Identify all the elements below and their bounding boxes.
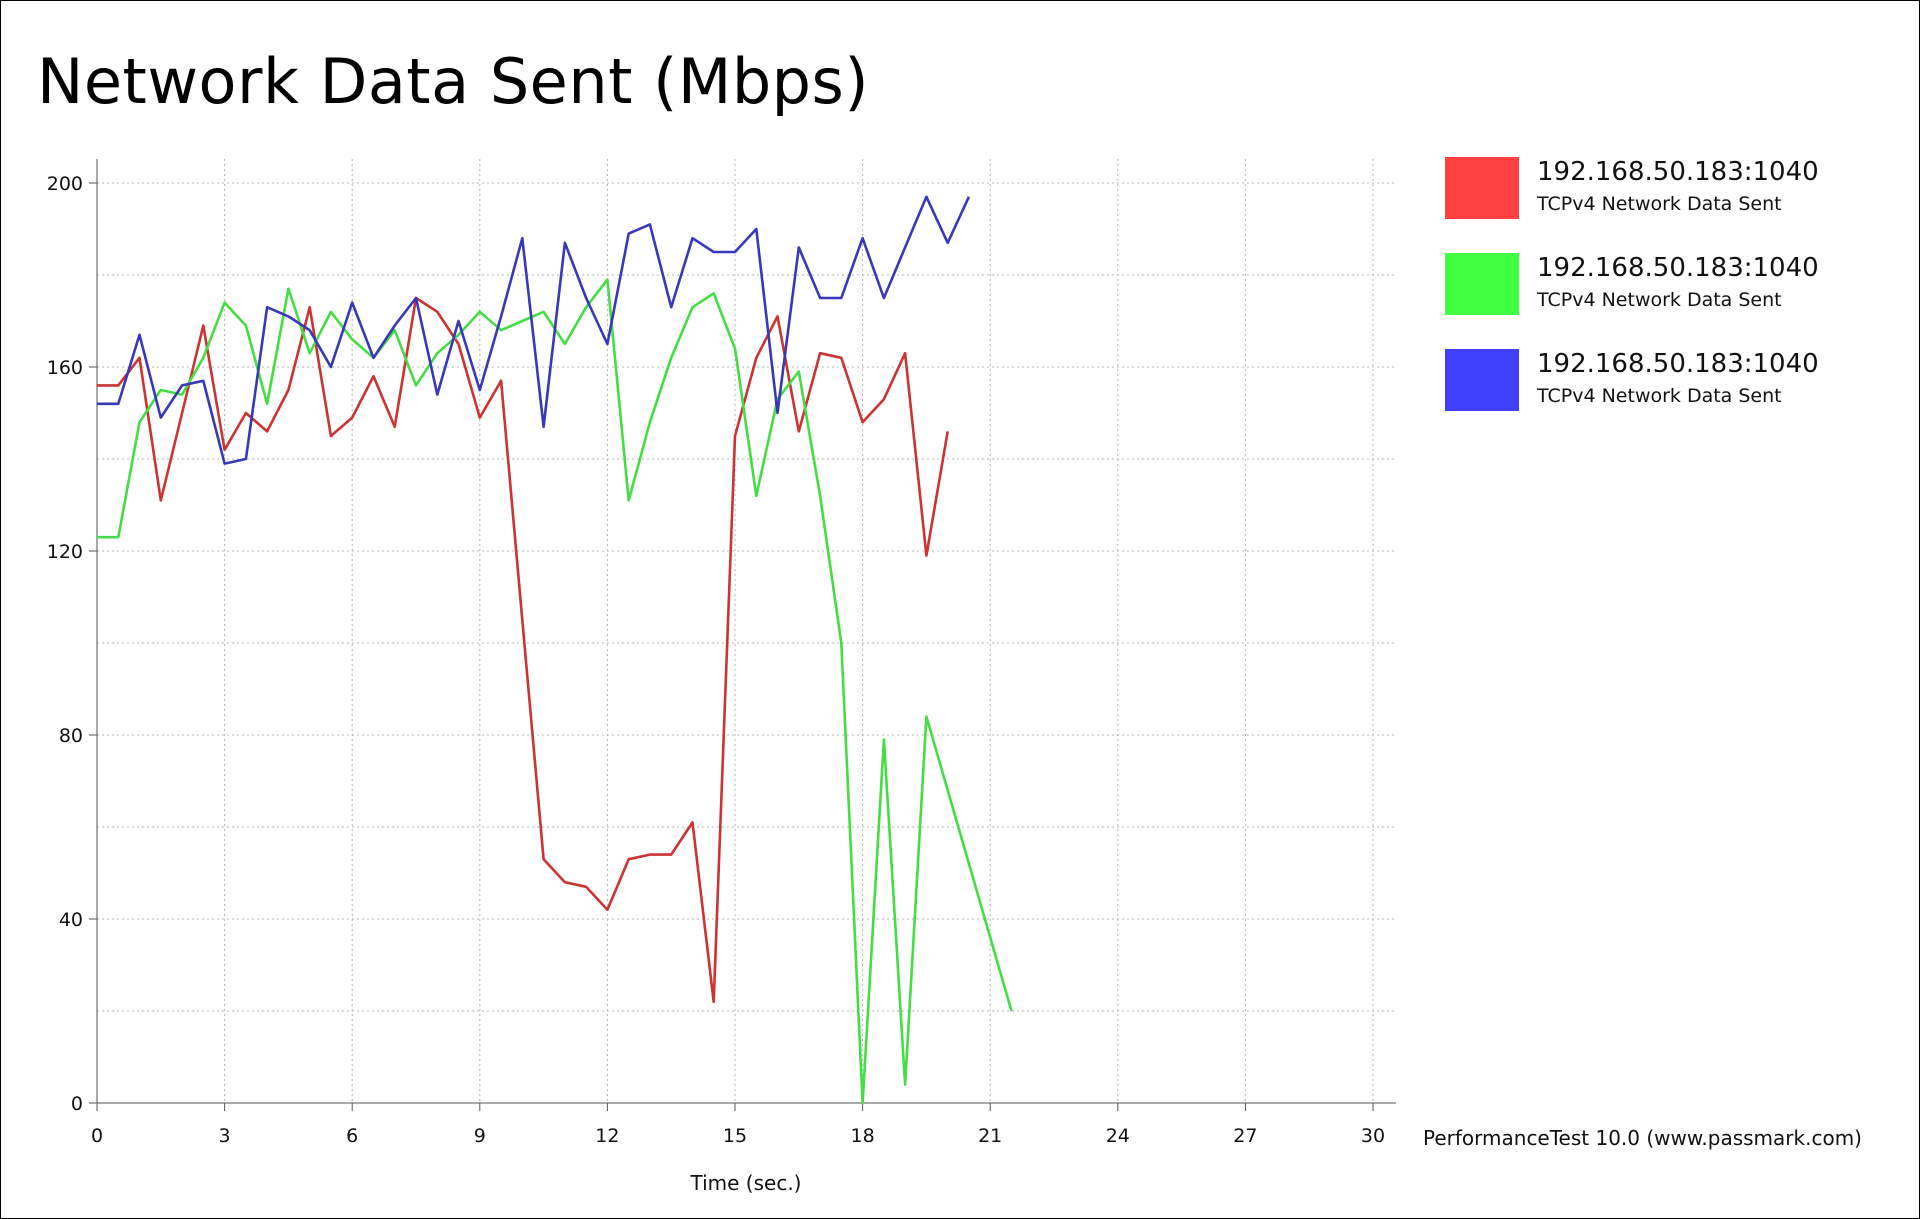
legend-item-2: 192.168.50.183:1040 TCPv4 Network Data S…: [1445, 349, 1885, 411]
x-tick-label: 0: [91, 1125, 103, 1147]
y-tick-label: 120: [47, 541, 83, 563]
y-tick-label: 160: [47, 357, 83, 379]
legend-series-description: TCPv4 Network Data Sent: [1537, 289, 1782, 311]
x-tick-label: 21: [978, 1125, 1002, 1147]
x-axis-label: Time (sec.): [690, 1171, 802, 1195]
legend-series-description: TCPv4 Network Data Sent: [1537, 385, 1782, 407]
footer-credit: PerformanceTest 10.0 (www.passmark.com): [1423, 1126, 1862, 1150]
x-tick-label: 27: [1233, 1125, 1257, 1147]
y-tick-label: 0: [71, 1093, 83, 1115]
legend-series-name: 192.168.50.183:1040: [1537, 157, 1819, 187]
series-lines: [97, 195, 1013, 1105]
y-tick-label: 80: [59, 725, 83, 747]
y-tick-label: 200: [47, 173, 83, 195]
legend-swatch-green: [1445, 253, 1519, 315]
x-tick-label: 30: [1361, 1125, 1385, 1147]
legend-item-1: 192.168.50.183:1040 TCPv4 Network Data S…: [1445, 253, 1885, 315]
series-line-1: [97, 278, 1013, 1105]
grid-lines: [96, 159, 1396, 1103]
x-tick-label: 18: [851, 1125, 875, 1147]
legend-swatch-red: [1445, 157, 1519, 219]
x-tick-label: 3: [219, 1125, 231, 1147]
tick-labels: 0 3 6 9 12 15 18 21 24 27 30 0 40 80 120 160 200: [47, 173, 1385, 1147]
axes: [89, 159, 1396, 1111]
chart-title: Network Data Sent (Mbps): [37, 45, 870, 118]
x-tick-label: 15: [723, 1125, 747, 1147]
x-tick-label: 24: [1106, 1125, 1130, 1147]
legend-item-0: 192.168.50.183:1040 TCPv4 Network Data S…: [1445, 157, 1885, 219]
legend-series-description: TCPv4 Network Data Sent: [1537, 193, 1782, 215]
y-tick-label: 40: [59, 909, 83, 931]
x-tick-label: 9: [474, 1125, 486, 1147]
x-tick-label: 12: [595, 1125, 619, 1147]
x-tick-label: 6: [346, 1125, 358, 1147]
legend-series-name: 192.168.50.183:1040: [1537, 253, 1819, 283]
legend-swatch-blue: [1445, 349, 1519, 411]
legend-series-name: 192.168.50.183:1040: [1537, 349, 1819, 379]
series-line-2: [97, 195, 971, 465]
